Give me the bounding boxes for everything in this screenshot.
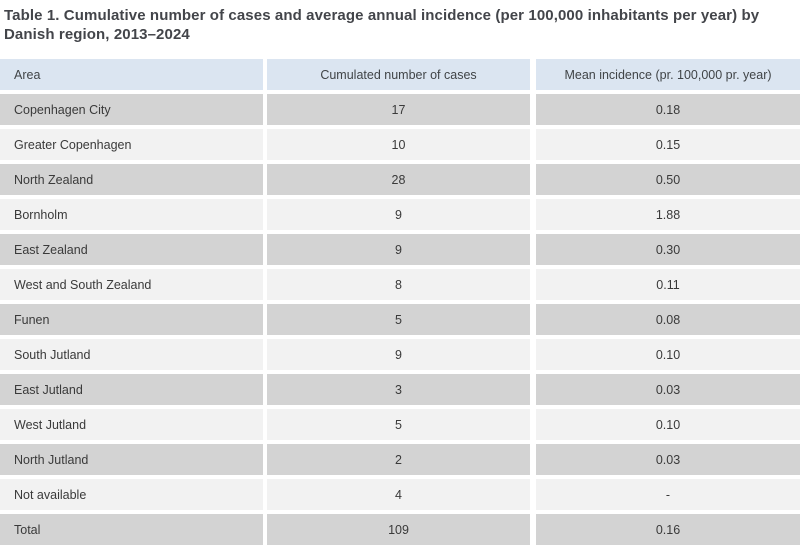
cases-cell: 9 — [267, 339, 530, 370]
cases-cell: 9 — [267, 199, 530, 230]
cases-cell: 5 — [267, 304, 530, 335]
area-cell: Total — [0, 514, 263, 545]
area-cell: West Jutland — [0, 409, 263, 440]
table-row: South Jutland 9 0.10 — [0, 339, 800, 370]
table-row: West and South Zealand 8 0.11 — [0, 269, 800, 300]
incidence-cell: - — [536, 479, 800, 510]
cases-cell: 8 — [267, 269, 530, 300]
area-cell: Copenhagen City — [0, 94, 263, 125]
column-header-cumulated-cases: Cumulated number of cases — [267, 59, 530, 90]
incidence-cell: 0.15 — [536, 129, 800, 160]
incidence-cell: 0.08 — [536, 304, 800, 335]
cases-cell: 4 — [267, 479, 530, 510]
incidence-cell: 0.03 — [536, 374, 800, 405]
column-header-area: Area — [0, 59, 263, 90]
incidence-cell: 0.10 — [536, 339, 800, 370]
area-cell: Bornholm — [0, 199, 263, 230]
area-cell: South Jutland — [0, 339, 263, 370]
cases-cell: 9 — [267, 234, 530, 265]
table-header-row: Area Cumulated number of cases Mean inci… — [0, 59, 800, 90]
incidence-cell: 0.30 — [536, 234, 800, 265]
cases-cell: 10 — [267, 129, 530, 160]
cases-cell: 2 — [267, 444, 530, 475]
table-row: Greater Copenhagen 10 0.15 — [0, 129, 800, 160]
area-cell: Greater Copenhagen — [0, 129, 263, 160]
incidence-cell: 1.88 — [536, 199, 800, 230]
area-cell: North Zealand — [0, 164, 263, 195]
area-cell: East Jutland — [0, 374, 263, 405]
area-cell: North Jutland — [0, 444, 263, 475]
table-row: East Zealand 9 0.30 — [0, 234, 800, 265]
incidence-cell: 0.50 — [536, 164, 800, 195]
incidence-cell: 0.18 — [536, 94, 800, 125]
table-row: North Jutland 2 0.03 — [0, 444, 800, 475]
cases-cell: 3 — [267, 374, 530, 405]
table-row: North Zealand 28 0.50 — [0, 164, 800, 195]
cases-cell: 17 — [267, 94, 530, 125]
cases-cell: 5 — [267, 409, 530, 440]
incidence-cell: 0.10 — [536, 409, 800, 440]
cases-cell: 28 — [267, 164, 530, 195]
incidence-cell: 0.16 — [536, 514, 800, 545]
cases-cell: 109 — [267, 514, 530, 545]
region-cases-table: Area Cumulated number of cases Mean inci… — [0, 59, 800, 545]
table-row: Total 109 0.16 — [0, 514, 800, 545]
table-row: Not available 4 - — [0, 479, 800, 510]
table-title: Table 1. Cumulative number of cases and … — [4, 7, 760, 43]
incidence-cell: 0.11 — [536, 269, 800, 300]
table-row: Copenhagen City 17 0.18 — [0, 94, 800, 125]
area-cell: East Zealand — [0, 234, 263, 265]
table-row: West Jutland 5 0.10 — [0, 409, 800, 440]
column-header-mean-incidence: Mean incidence (pr. 100,000 pr. year) — [536, 59, 800, 90]
table-row: East Jutland 3 0.03 — [0, 374, 800, 405]
area-cell: West and South Zealand — [0, 269, 263, 300]
area-cell: Funen — [0, 304, 263, 335]
table-row: Funen 5 0.08 — [0, 304, 800, 335]
incidence-cell: 0.03 — [536, 444, 800, 475]
table-row: Bornholm 9 1.88 — [0, 199, 800, 230]
area-cell: Not available — [0, 479, 263, 510]
